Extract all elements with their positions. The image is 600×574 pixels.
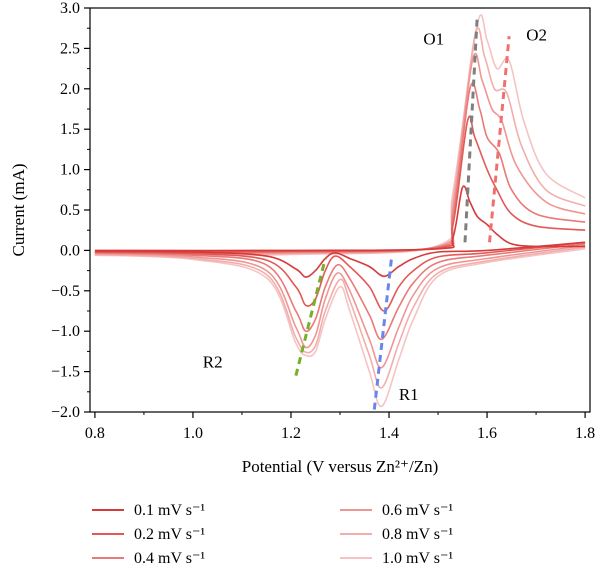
y-axis: 3.0 2.5 2.0 1.5 1.0 0.5 0.0 −0.5 −1.0 −1.5 −2.0	[51, 0, 90, 421]
series-anodic-sweep	[94, 27, 586, 256]
legend-label: 0.2 mV s⁻¹	[134, 526, 205, 543]
x-tick-label: 1.0	[183, 425, 203, 442]
x-tick-label: 1.2	[281, 425, 301, 442]
series-cathodic-sweep	[94, 248, 586, 408]
series-cathodic-sweep	[94, 241, 586, 312]
legend-label: 0.1 mV s⁻¹	[134, 502, 205, 519]
o2-trend-line	[488, 36, 511, 243]
y-tick-label: 1.5	[60, 121, 80, 138]
r1-trend-line	[372, 258, 393, 410]
annotation-label: O1	[423, 29, 444, 48]
x-tick-label: 1.4	[379, 425, 399, 442]
y-tick-label: −1.5	[51, 364, 80, 381]
series-anodic-sweep	[94, 14, 586, 257]
series-anodic-sweep	[94, 185, 586, 252]
r2-trend-line	[294, 258, 327, 377]
annotation-label: R2	[203, 353, 223, 372]
series-line	[94, 27, 586, 389]
series-line	[94, 185, 586, 278]
y-tick-label: 2.5	[60, 40, 80, 57]
y-tick-label: 0.0	[60, 242, 80, 259]
x-tick-label: 1.6	[477, 425, 497, 442]
series-anodic-sweep	[94, 52, 586, 255]
o1-trend-line	[463, 15, 479, 243]
x-axis-title: Potential (V versus Zn²⁺/Zn)	[242, 457, 438, 476]
x-tick-label: 0.8	[85, 425, 105, 442]
y-tick-label: −2.0	[51, 404, 80, 421]
legend-label: 0.6 mV s⁻¹	[382, 502, 453, 519]
series-line	[94, 82, 586, 341]
legend: 0.1 mV s⁻¹ 0.2 mV s⁻¹ 0.4 mV s⁻¹ 0.6 mV s⁻¹…	[92, 502, 453, 567]
y-tick-label: 2.0	[60, 81, 80, 98]
x-axis: 0.8 1.0 1.2 1.4 1.6 1.8	[85, 412, 595, 442]
legend-label: 0.8 mV s⁻¹	[382, 526, 453, 543]
y-tick-label: 3.0	[60, 0, 80, 17]
annotation-label: R1	[399, 385, 419, 404]
legend-label: 0.4 mV s⁻¹	[134, 550, 205, 567]
series-line	[94, 115, 586, 312]
plot-frame	[89, 7, 591, 413]
y-tick-label: 0.5	[60, 202, 80, 219]
series-cathodic-sweep	[94, 246, 586, 389]
plot-area	[94, 14, 586, 410]
x-tick-label: 1.8	[575, 425, 595, 442]
y-tick-label: −1.0	[51, 323, 80, 340]
y-axis-title: Current (mA)	[9, 163, 28, 256]
y-tick-label: 1.0	[60, 162, 80, 179]
series-cathodic-sweep	[94, 241, 586, 278]
annotation-label: O2	[526, 25, 547, 44]
annotations: O1 O2 R1 R2	[203, 25, 547, 404]
series-line	[94, 14, 586, 408]
series-anodic-sweep	[94, 115, 586, 253]
y-tick-label: −0.5	[51, 283, 80, 300]
legend-label: 1.0 mV s⁻¹	[382, 550, 453, 567]
series-cathodic-sweep	[94, 244, 586, 369]
series-line	[94, 52, 586, 369]
series-cathodic-sweep	[94, 243, 586, 341]
